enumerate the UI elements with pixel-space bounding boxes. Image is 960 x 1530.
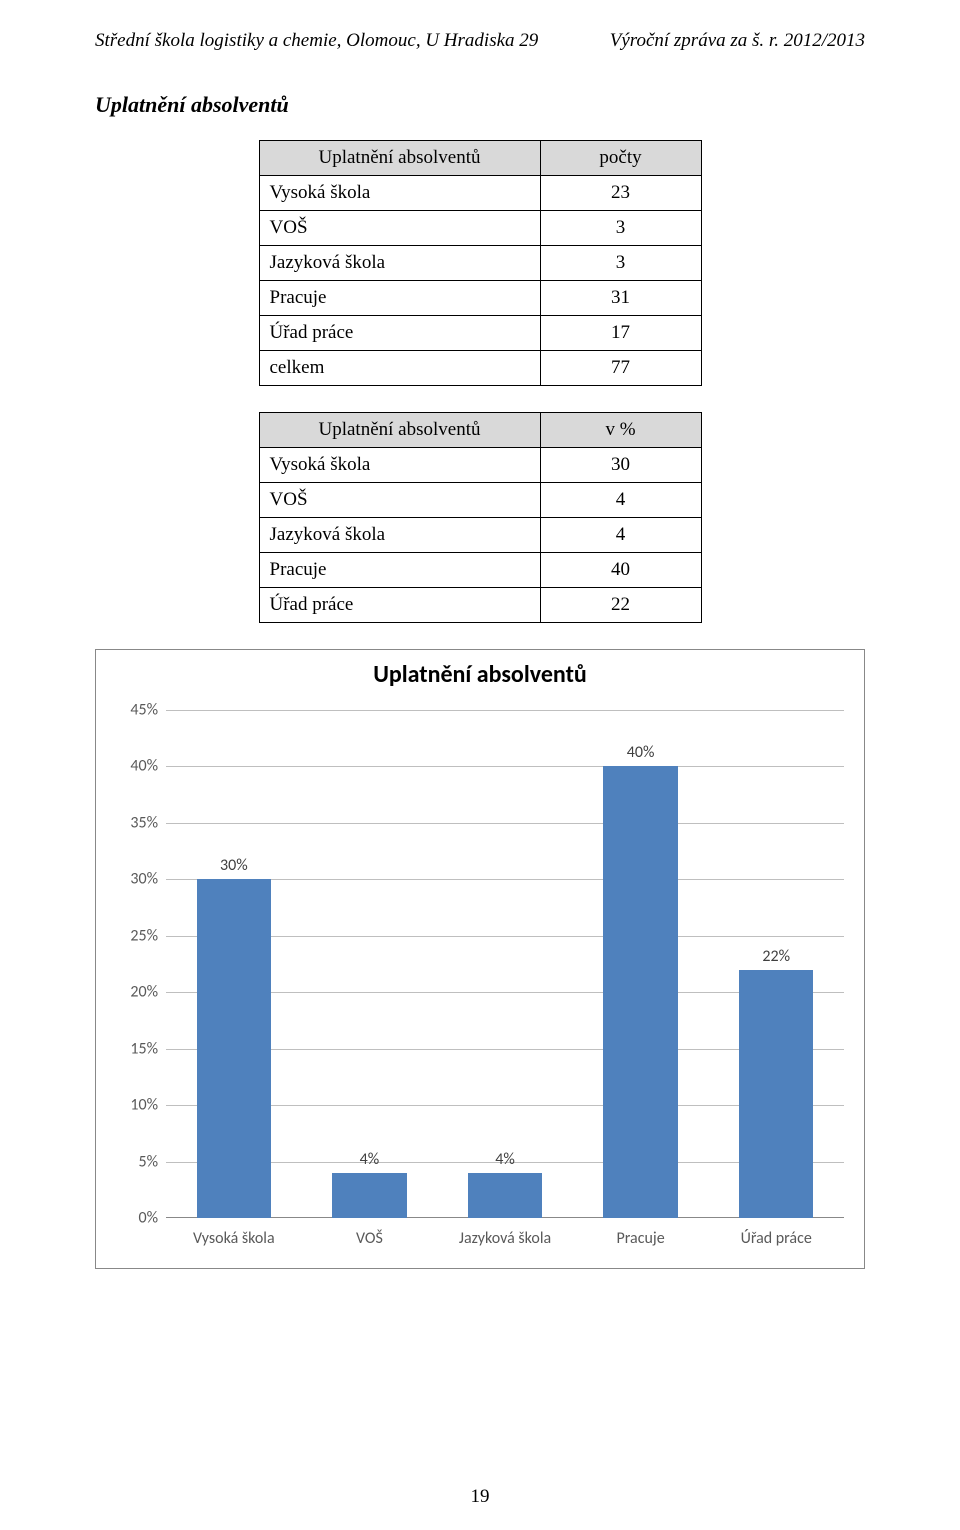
table-row: Uplatnění absolventů v % — [259, 413, 701, 448]
chart-gridline — [166, 823, 844, 824]
cell-value: 23 — [540, 176, 701, 211]
cell-label: Úřad práce — [259, 316, 540, 351]
table-row: VOŠ3 — [259, 211, 701, 246]
chart-plot-area: 0%5%10%15%20%25%30%35%40%45%30%Vysoká šk… — [166, 710, 844, 1218]
table-row: VOŠ4 — [259, 483, 701, 518]
table-row: celkem77 — [259, 351, 701, 386]
cell-value: 77 — [540, 351, 701, 386]
header-left-rest: logistiky a chemie, Olomouc, U Hradiska … — [200, 30, 539, 51]
cell-value: 4 — [540, 518, 701, 553]
table-row: Pracuje40 — [259, 553, 701, 588]
cell-value: 30 — [540, 448, 701, 483]
chart-ytick-label: 5% — [112, 1152, 158, 1171]
table-row: Vysoká škola30 — [259, 448, 701, 483]
page: Střední škola logistiky a chemie, Olomou… — [0, 0, 960, 1530]
cell-label: celkem — [259, 351, 540, 386]
chart-title: Uplatnění absolventů — [96, 650, 864, 689]
table-row: Uplatnění absolventů počty — [259, 141, 701, 176]
table-row: Úřad práce17 — [259, 316, 701, 351]
table-row: Jazyková škola3 — [259, 246, 701, 281]
chart-xtick-label: Vysoká škola — [193, 1229, 275, 1248]
cell-label: Jazyková škola — [259, 518, 540, 553]
cell-value: 40 — [540, 553, 701, 588]
cell-value: 4 — [540, 483, 701, 518]
chart-xtick-label: VOŠ — [356, 1229, 383, 1248]
table-percent-header-value: v % — [540, 413, 701, 448]
cell-label: Pracuje — [259, 553, 540, 588]
chart-ytick-label: 20% — [112, 983, 158, 1002]
cell-value: 3 — [540, 211, 701, 246]
chart-plot: 0%5%10%15%20%25%30%35%40%45%30%Vysoká šk… — [166, 710, 844, 1218]
chart-bar-value-label: 4% — [360, 1150, 380, 1169]
header-left: Střední škola logistiky a chemie, Olomou… — [95, 30, 538, 52]
chart-ytick-label: 10% — [112, 1096, 158, 1115]
chart-xtick-label: Jazyková škola — [459, 1229, 551, 1248]
chart-ytick-label: 15% — [112, 1039, 158, 1058]
chart-ytick-label: 30% — [112, 870, 158, 889]
chart-bar — [197, 879, 272, 1218]
cell-value: 31 — [540, 281, 701, 316]
chart-xtick-label: Pracuje — [617, 1229, 665, 1248]
chart-ytick-label: 0% — [112, 1209, 158, 1228]
table-counts-header-label: Uplatnění absolventů — [259, 141, 540, 176]
chart-bar — [739, 970, 814, 1218]
cell-label: VOŠ — [259, 211, 540, 246]
table-percent-header-label: Uplatnění absolventů — [259, 413, 540, 448]
table-row: Jazyková škola4 — [259, 518, 701, 553]
table-counts-header-value: počty — [540, 141, 701, 176]
chart-bar-value-label: 40% — [627, 743, 655, 762]
section-title: Uplatnění absolventů — [95, 92, 865, 118]
cell-label: Úřad práce — [259, 588, 540, 623]
table-row: Vysoká škola23 — [259, 176, 701, 211]
chart-bar-value-label: 30% — [220, 856, 248, 875]
chart-bar — [332, 1173, 407, 1218]
chart-ytick-label: 25% — [112, 926, 158, 945]
chart-ytick-label: 35% — [112, 813, 158, 832]
cell-value: 22 — [540, 588, 701, 623]
chart-bar-value-label: 4% — [495, 1150, 515, 1169]
cell-value: 17 — [540, 316, 701, 351]
page-number: 19 — [0, 1486, 960, 1508]
cell-label: Pracuje — [259, 281, 540, 316]
chart-ytick-label: 45% — [112, 701, 158, 720]
header-right: Výroční zpráva za š. r. 2012/2013 — [610, 30, 865, 52]
page-header: Střední škola logistiky a chemie, Olomou… — [95, 30, 865, 52]
chart-gridline — [166, 766, 844, 767]
header-left-prefix: Střední škola — [95, 30, 200, 51]
cell-label: Vysoká škola — [259, 448, 540, 483]
chart-ytick-label: 40% — [112, 757, 158, 776]
chart-gridline — [166, 710, 844, 711]
cell-value: 3 — [540, 246, 701, 281]
cell-label: VOŠ — [259, 483, 540, 518]
chart-bar — [603, 766, 678, 1218]
table-counts: Uplatnění absolventů počty Vysoká škola2… — [259, 140, 702, 386]
bar-chart: Uplatnění absolventů 0%5%10%15%20%25%30%… — [95, 649, 865, 1269]
table-row: Úřad práce22 — [259, 588, 701, 623]
chart-bar — [468, 1173, 543, 1218]
cell-label: Jazyková škola — [259, 246, 540, 281]
chart-xtick-label: Úřad práce — [741, 1229, 812, 1248]
table-percent: Uplatnění absolventů v % Vysoká škola30 … — [259, 412, 702, 623]
cell-label: Vysoká škola — [259, 176, 540, 211]
table-row: Pracuje31 — [259, 281, 701, 316]
chart-bar-value-label: 22% — [762, 947, 790, 966]
